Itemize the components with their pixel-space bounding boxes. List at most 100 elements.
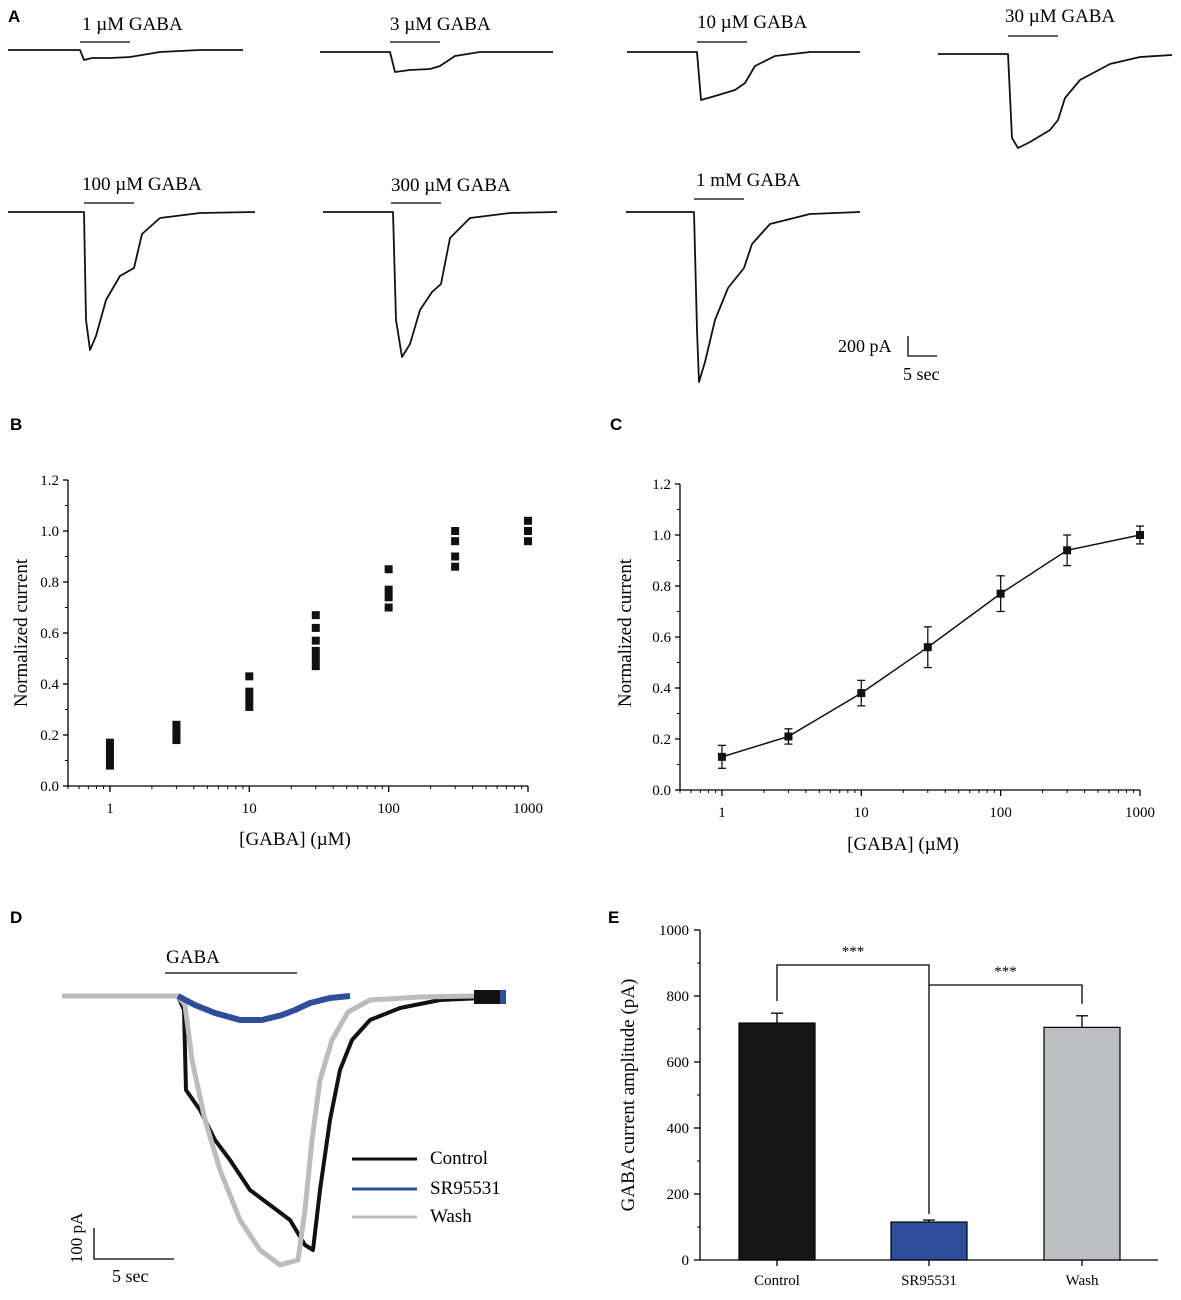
data-point — [311, 611, 320, 620]
x-ticks: 1 10 100 1000 — [67, 786, 543, 817]
x-tick-label: 1 — [106, 801, 114, 817]
data-point — [451, 537, 460, 546]
data-point — [311, 636, 320, 645]
data-point — [1063, 546, 1072, 555]
bar-sr95531 — [890, 1221, 968, 1261]
trace-100um: 100 µM GABA — [8, 174, 256, 351]
y-tick-label: 0 — [682, 1253, 690, 1269]
data-point — [784, 732, 793, 741]
y-tick-label: 1.0 — [652, 528, 671, 544]
significance-brackets: *** *** — [776, 944, 1083, 1215]
panel-label-d: D — [10, 908, 22, 927]
current-trace — [626, 211, 861, 383]
bar-wash — [1043, 1026, 1121, 1261]
data-point — [172, 725, 181, 734]
x-tick-label: 10 — [242, 801, 257, 817]
trace-end-marker — [474, 990, 504, 1004]
y-tick-label: 0.8 — [40, 575, 59, 591]
y-axis-label: Normalized current — [615, 558, 636, 707]
x-axis-label: [GABA] (µM) — [847, 834, 959, 855]
trace-1um: 1 µM GABA — [8, 14, 243, 61]
current-trace — [323, 211, 558, 358]
y-tick-label: 0.2 — [40, 728, 59, 744]
bracket-control-sr95531 — [776, 964, 930, 1215]
data-point — [105, 753, 114, 762]
bracket-sr95531-wash — [929, 984, 1083, 1004]
y-ticks: 0.0 0.2 0.4 0.6 0.8 1.0 1.2 — [652, 477, 680, 799]
y-tick-label: 800 — [667, 989, 690, 1005]
panel-label-b: B — [10, 415, 22, 434]
legend-item-wash: Wash — [352, 1206, 472, 1227]
scale-bar-y-label: 100 pA — [67, 1212, 86, 1263]
data-series — [717, 525, 1144, 769]
x-ticks: 1 10 100 1000 — [679, 790, 1155, 821]
trace-label: 300 µM GABA — [391, 175, 511, 196]
data-point — [857, 689, 866, 698]
y-tick-label: 0.0 — [40, 779, 59, 795]
data-point — [172, 731, 181, 739]
scale-bar-d: 100 pA 5 sec — [67, 1212, 174, 1286]
panel-c-line-chart: 0.0 0.2 0.4 0.6 0.8 1.0 1.2 1 10 100 1000 Normali… — [615, 477, 1155, 855]
y-axis-label: GABA current amplitude (pA) — [618, 979, 639, 1212]
x-tick-label: 100 — [377, 801, 400, 817]
y-tick-label: 1000 — [659, 923, 689, 939]
panel-a-traces: 1 µM GABA 3 µM GABA 10 µM GABA 30 µM GAB… — [8, 6, 1173, 384]
trace-label: 3 µM GABA — [390, 14, 491, 35]
data-point — [451, 552, 460, 561]
data-point — [384, 593, 393, 602]
trace-1mm: 1 mM GABA — [626, 170, 861, 383]
data-point — [717, 752, 726, 761]
data-point — [524, 516, 532, 525]
y-tick-label: 0.6 — [40, 626, 59, 642]
scale-bar-y-label: 200 pA — [838, 336, 892, 356]
x-tick-label: 1000 — [1125, 805, 1155, 821]
legend-item-sr95531: SR95531 — [352, 1178, 501, 1199]
current-trace — [627, 51, 860, 101]
y-ticks: 0 200 400 600 800 1000 — [659, 923, 700, 1269]
data-point — [311, 662, 320, 671]
y-tick-label: 0.2 — [652, 732, 671, 748]
x-tick-label: SR95531 — [901, 1273, 957, 1289]
data-point — [245, 687, 254, 696]
data-point — [172, 736, 181, 745]
trace-label: 30 µM GABA — [1005, 6, 1115, 27]
data-point — [524, 537, 532, 546]
data-point — [311, 654, 320, 663]
trace-label: 100 µM GABA — [82, 174, 202, 195]
data-point — [245, 702, 254, 711]
data-point — [105, 738, 114, 747]
y-tick-label: 0.8 — [652, 579, 671, 595]
x-tick-label: 100 — [989, 805, 1012, 821]
data-point — [311, 646, 320, 655]
legend-label: SR95531 — [430, 1178, 501, 1199]
y-tick-label: 0.4 — [40, 677, 59, 693]
trace-30um: 30 µM GABA — [938, 6, 1173, 149]
data-point — [105, 746, 114, 755]
data-point — [384, 565, 393, 574]
current-trace — [320, 51, 553, 73]
panel-label-e: E — [608, 908, 619, 927]
bars: Control SR95531 Wash — [738, 1012, 1121, 1289]
data-point — [384, 585, 393, 594]
significance-label: *** — [842, 944, 865, 960]
y-tick-label: 1.2 — [652, 477, 671, 493]
trace-10um: 10 µM GABA — [627, 12, 860, 101]
y-tick-label: 0.4 — [652, 681, 671, 697]
trace-label: 1 µM GABA — [82, 14, 183, 35]
trace-300um: 300 µM GABA — [323, 175, 558, 358]
x-axis-label: [GABA] (µM) — [239, 829, 351, 850]
data-point — [172, 720, 181, 729]
x-tick-label: Wash — [1066, 1273, 1099, 1289]
x-tick-label: 1 — [718, 805, 726, 821]
y-axis-label: Normalized current — [11, 558, 32, 707]
wash-trace — [62, 993, 476, 1268]
y-tick-label: 1.2 — [40, 473, 59, 489]
panel-b-scatter-chart: 0.0 0.2 0.4 0.6 0.8 1.0 1.2 1 10 100 1000 Normali… — [11, 473, 543, 850]
current-trace — [8, 211, 256, 351]
scale-bar-x-label: 5 sec — [903, 364, 939, 384]
current-trace — [938, 53, 1173, 149]
sr95531-trace — [176, 993, 351, 1023]
y-tick-label: 400 — [667, 1121, 690, 1137]
trace-label: 10 µM GABA — [697, 12, 807, 33]
